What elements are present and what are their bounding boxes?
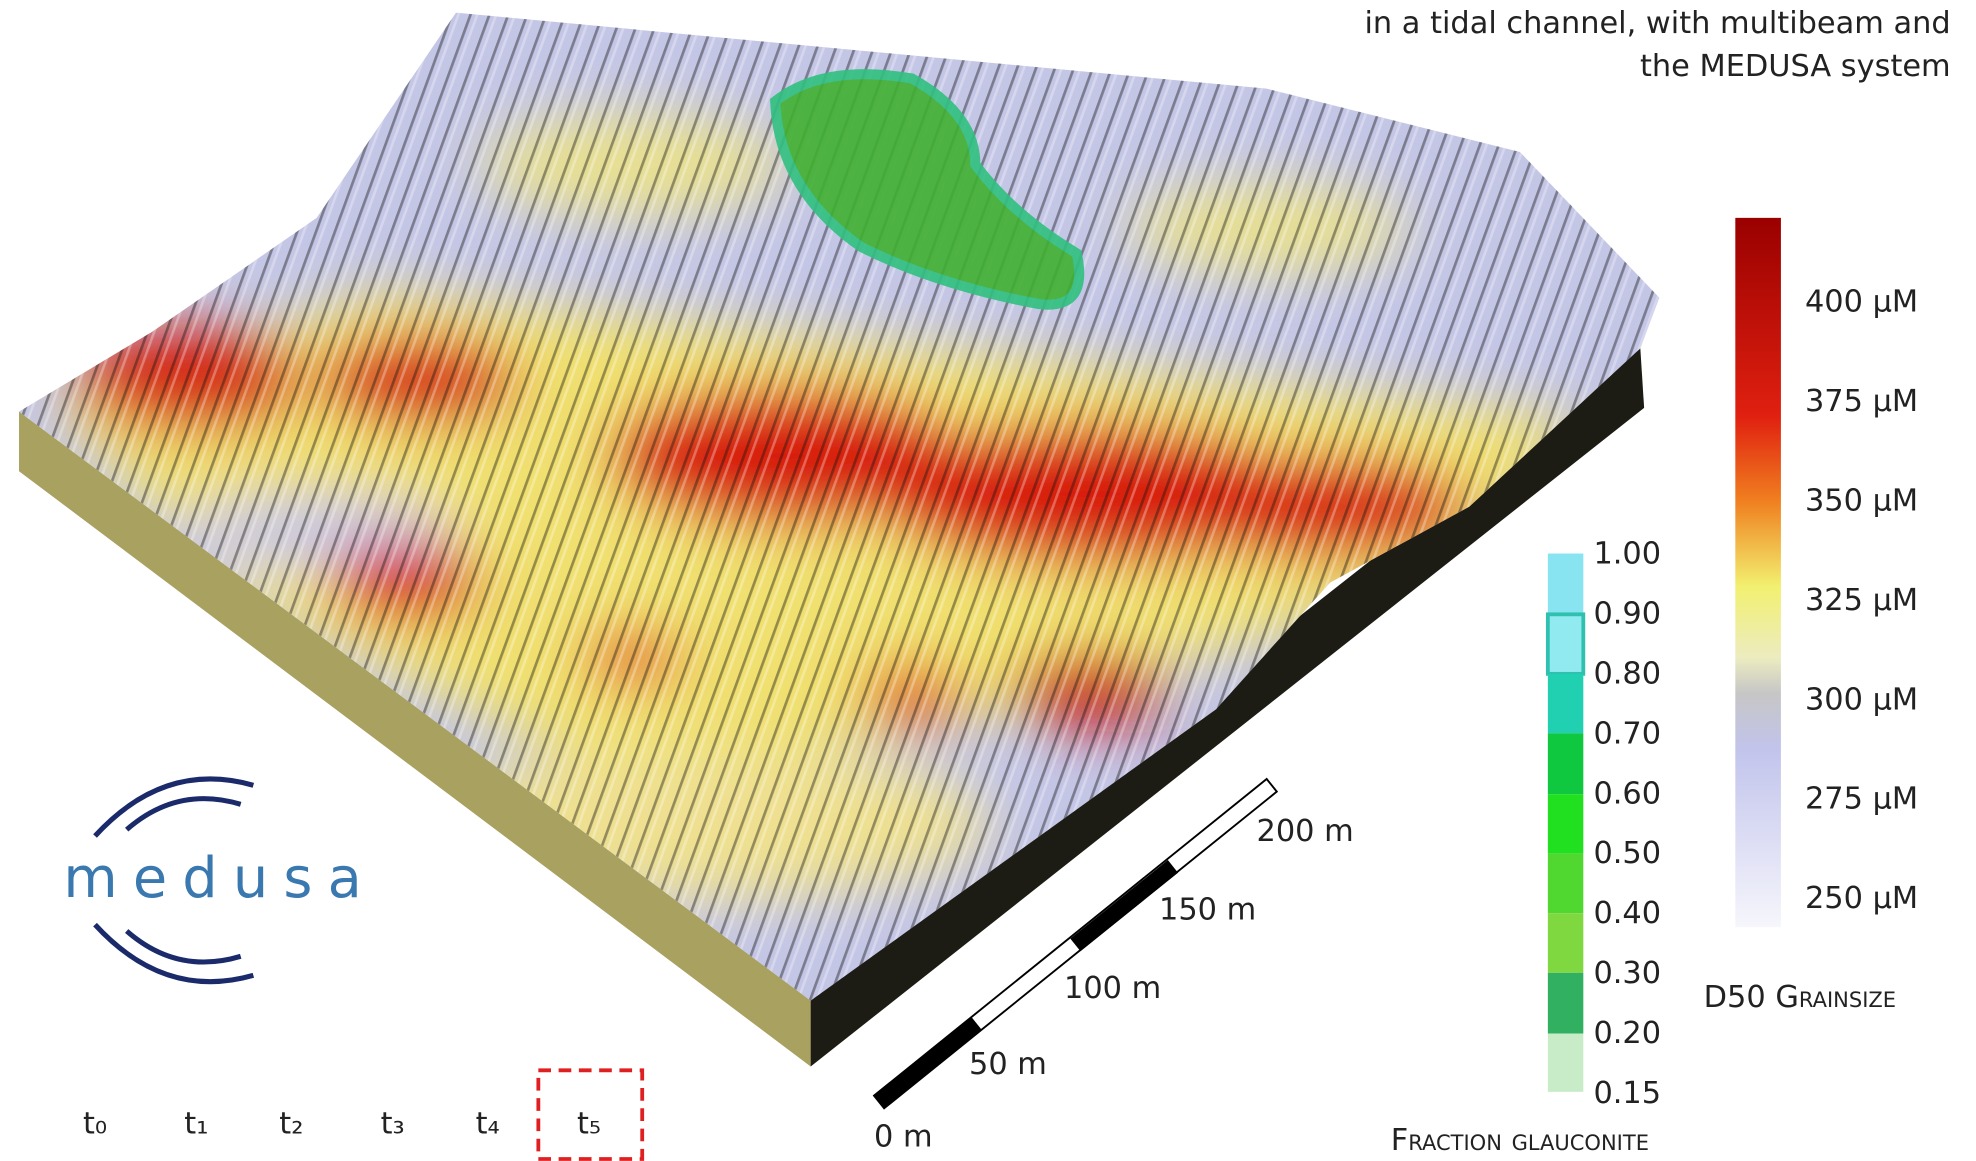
grainsize-label: 300 µM <box>1805 682 1918 717</box>
time-step: t₅ <box>577 1107 601 1142</box>
glauconite-label: 1.00 <box>1593 537 1661 572</box>
scale-label: 0 m <box>874 1119 933 1154</box>
glauconite-label: 0.15 <box>1593 1076 1661 1111</box>
grainsize-title: D50 Grainsize <box>1704 980 1896 1015</box>
grainsize-label: 375 µM <box>1805 384 1918 419</box>
scale-label: 50 m <box>969 1047 1047 1082</box>
time-step: t₂ <box>279 1107 303 1142</box>
glauconite-label: 0.90 <box>1593 597 1661 632</box>
glauconite-title: Fraction glauconite <box>1391 1123 1649 1158</box>
d50-bar <box>1735 218 1781 927</box>
title-line: in a tidal channel, with multibeam and <box>1364 6 1950 41</box>
grainsize-label: 250 µM <box>1805 881 1918 916</box>
title-line: the MEDUSA system <box>1640 49 1951 84</box>
time-step: t₁ <box>184 1107 208 1142</box>
glauconite-label: 0.30 <box>1593 956 1661 991</box>
glauconite-label: 0.20 <box>1593 1016 1661 1051</box>
grainsize-label: 400 µM <box>1805 285 1918 320</box>
grainsize-label: 350 µM <box>1805 483 1918 518</box>
time-step: t₃ <box>381 1107 405 1142</box>
time-step: t₀ <box>83 1107 107 1142</box>
glauconite-bar <box>1548 554 1583 1092</box>
time-step: t₄ <box>476 1107 500 1142</box>
figure: medusa in a tidal channel, with multibea… <box>0 0 1976 1161</box>
grainsize-label: 275 µM <box>1805 782 1918 817</box>
glauconite-label: 0.40 <box>1593 896 1661 931</box>
scale-label: 100 m <box>1064 971 1161 1006</box>
glauconite-label: 0.60 <box>1593 776 1661 811</box>
terrain <box>0 0 1773 1140</box>
glauconite-label: 0.50 <box>1593 836 1661 871</box>
scale-label: 200 m <box>1257 814 1354 849</box>
logo-text: medusa <box>63 846 377 911</box>
page: {"title_lines":["in a tidal channel, wit… <box>0 0 1976 1161</box>
glauconite-label: 0.70 <box>1593 716 1661 751</box>
glauconite-label: 0.80 <box>1593 656 1661 691</box>
grainsize-label: 325 µM <box>1805 583 1918 618</box>
scale-label: 150 m <box>1159 893 1256 928</box>
